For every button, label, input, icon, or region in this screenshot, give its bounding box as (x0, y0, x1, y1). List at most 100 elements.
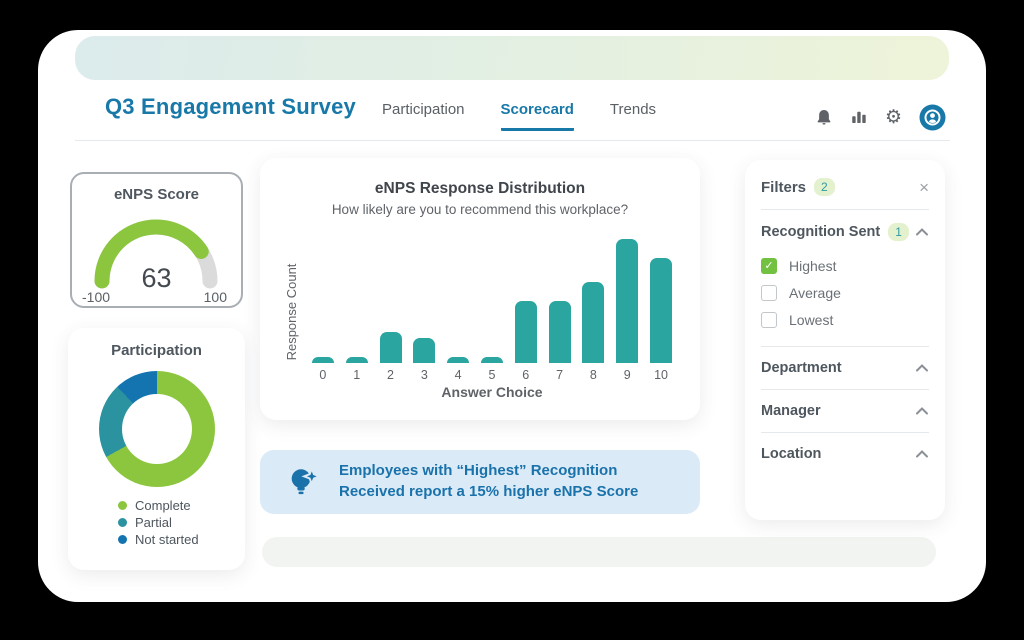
legend-dot (118, 535, 127, 544)
enps-score-title: eNPS Score (113, 186, 200, 203)
placeholder-bar (262, 537, 936, 567)
divider (761, 389, 929, 390)
legend-dot (118, 501, 127, 510)
checkbox-label: Average (789, 284, 841, 301)
x-tick-4: 4 (454, 368, 462, 382)
filter-section-location[interactable]: Location (761, 446, 929, 462)
legend-label: Partial (135, 515, 172, 530)
gauge-fill (94, 219, 218, 289)
bar-slot (577, 239, 611, 363)
filter-option-average[interactable]: Average (761, 279, 929, 306)
divider (761, 209, 929, 210)
legend-item-complete: Complete (118, 497, 245, 514)
bar-slot (441, 239, 475, 363)
filter-section-label: Recognition Sent (761, 224, 881, 240)
bar-slot (644, 239, 678, 363)
filter-section-label: Department (761, 360, 842, 376)
x-tick-6: 6 (522, 368, 530, 382)
plot-area: 0 1 2 3 4 5 6 7 8 9 10 (306, 239, 678, 382)
header-divider (75, 140, 950, 141)
bar-0 (311, 356, 334, 363)
filter-section-recognition-sent[interactable]: Recognition Sent 1 (761, 223, 929, 241)
recognition-count-badge: 1 (888, 223, 909, 241)
tab-scorecard[interactable]: Scorecard (500, 101, 574, 131)
x-tick-10: 10 (654, 368, 668, 382)
filter-option-lowest[interactable]: Lowest (761, 306, 929, 333)
tab-participation[interactable]: Participation (381, 101, 465, 118)
x-tick-3: 3 (420, 368, 428, 382)
filters-count-badge: 2 (814, 178, 835, 196)
enps-gauge: 63 -100 100 (72, 203, 241, 305)
page-title: Q3 Engagement Survey (105, 94, 356, 119)
bar-8 (582, 282, 605, 363)
legend-label: Not started (135, 532, 199, 547)
lightbulb-sparkle-icon (288, 465, 322, 499)
chevron-up-icon[interactable] (915, 406, 929, 416)
header-icons: ⚙ (815, 104, 946, 131)
filters-panel: Filters 2 × Recognition Sent 1 ✓ Highest A… (745, 160, 945, 520)
bar-slot (340, 239, 374, 363)
bar-chart-icon[interactable] (850, 108, 868, 126)
participation-card: Participation Complete Partial Not start… (68, 328, 245, 570)
participation-title: Participation (111, 342, 202, 359)
gauge-max-label: 100 (203, 289, 227, 305)
enps-distribution-card: eNPS Response Distribution How likely ar… (260, 158, 700, 420)
chevron-up-icon[interactable] (915, 227, 929, 237)
filters-header: Filters 2 × (761, 178, 929, 196)
insight-line-1: Employees with “Highest” Recognition (339, 462, 618, 480)
filters-title: Filters (761, 178, 807, 196)
divider (761, 432, 929, 433)
bar-slot (509, 239, 543, 363)
checkbox-unchecked[interactable] (761, 311, 777, 328)
y-axis-label: Response Count (284, 263, 299, 361)
chevron-up-icon[interactable] (915, 363, 929, 373)
insight-line-2: Received report a 15% higher eNPS Score (339, 483, 639, 500)
filter-section-label: Location (761, 446, 822, 462)
close-icon[interactable]: × (919, 177, 929, 197)
x-tick-8: 8 (589, 368, 597, 382)
bar-6 (514, 301, 537, 363)
bar-slot (374, 239, 408, 363)
insight-text: Employees with “Highest” Recognition Rec… (339, 461, 638, 502)
chevron-up-icon[interactable] (915, 449, 929, 459)
filter-option-highest[interactable]: ✓ Highest (761, 252, 929, 279)
bar-3 (413, 338, 436, 363)
bar-1 (345, 356, 368, 363)
bar-slot (610, 239, 644, 363)
chart-title: eNPS Response Distribution (374, 180, 586, 197)
bar-2 (379, 332, 402, 363)
filter-section-manager[interactable]: Manager (761, 403, 929, 419)
legend-dot (118, 518, 127, 527)
x-tick-row: 0 1 2 3 4 5 6 7 8 9 10 (306, 368, 678, 382)
avatar[interactable] (919, 104, 946, 131)
checkbox-label: Highest (789, 257, 837, 274)
checkbox-unchecked[interactable] (761, 284, 777, 301)
filter-options: ✓ Highest Average Lowest (761, 252, 929, 333)
checkbox-label: Lowest (789, 311, 834, 328)
donut-hole (121, 394, 192, 464)
checkbox-checked[interactable]: ✓ (761, 257, 777, 274)
tab-bar: Participation Scorecard Trends (382, 101, 656, 131)
top-gradient-banner (75, 36, 949, 80)
legend-label: Complete (135, 498, 191, 513)
bar-slot (543, 239, 577, 363)
bar-5 (480, 356, 503, 363)
bar-10 (650, 257, 673, 363)
divider (761, 346, 929, 347)
bar-9 (616, 239, 639, 363)
bell-icon[interactable] (815, 108, 833, 127)
filter-section-department[interactable]: Department (761, 360, 929, 376)
enps-score-value: 63 (141, 263, 172, 293)
bar-slot (306, 239, 340, 363)
legend-item-partial: Partial (118, 514, 245, 531)
insight-callout: Employees with “Highest” Recognition Rec… (260, 450, 700, 514)
participation-donut (98, 371, 215, 487)
x-tick-2: 2 (387, 368, 394, 382)
participation-legend: Complete Partial Not started (118, 497, 245, 548)
gauge-min-label: -100 (82, 289, 111, 305)
tab-trends[interactable]: Trends (609, 101, 657, 118)
bar-series (306, 239, 678, 363)
gear-icon[interactable]: ⚙ (884, 106, 902, 128)
bar-chart: eNPS Response Distribution How likely ar… (260, 158, 700, 420)
app-window: Q3 Engagement Survey Participation Score… (38, 30, 986, 602)
